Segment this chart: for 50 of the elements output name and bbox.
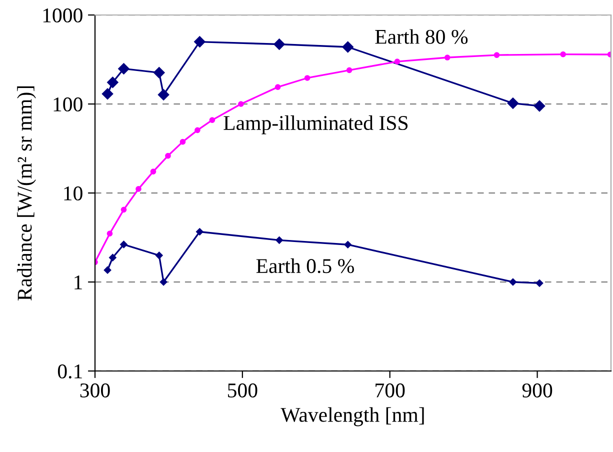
point [394,58,400,64]
point [342,41,354,53]
point [346,67,352,74]
x-axis-title: Wavelength [nm] [280,407,424,426]
y-tick-label: 1000 [43,8,82,22]
point [276,236,283,244]
point [194,36,206,48]
y-axis-title: Radiance [W/(m² sr mm)] [17,86,36,301]
x-tick-label: 300 [80,383,110,398]
point [534,100,546,112]
point [118,63,130,74]
x-tick-label: 500 [228,383,258,398]
y-tick-label: 100 [54,97,82,112]
y-tick-label: 10 [64,186,82,200]
point [494,52,500,58]
point [444,54,450,60]
y-tick-label: 1 [74,275,82,290]
point [136,186,142,192]
point [196,228,204,236]
x-tick-label: 700 [376,383,405,398]
point [104,266,112,274]
x-tick-label: 900 [522,383,552,398]
point [274,84,281,90]
point [106,230,113,236]
point [344,240,352,248]
point [507,98,519,109]
series-label: Earth 80 % [375,29,468,44]
point [154,67,165,78]
series-label: Lamp-illuminated ISS [224,115,408,134]
point [158,89,170,100]
point [120,240,128,248]
point [150,168,156,175]
point [274,38,285,50]
point [509,278,517,286]
point [180,138,186,145]
y-tick-label: 0.1 [58,364,82,379]
point [120,206,127,213]
point [107,76,118,88]
point [238,101,244,107]
point [536,280,544,287]
point [160,278,168,286]
point [155,252,163,260]
point [109,254,116,262]
point [102,88,114,100]
point [209,117,216,123]
point [165,152,171,159]
point [194,127,200,134]
point [304,75,310,81]
series-label: Earth 0.5 % [256,258,354,274]
point [560,51,566,58]
